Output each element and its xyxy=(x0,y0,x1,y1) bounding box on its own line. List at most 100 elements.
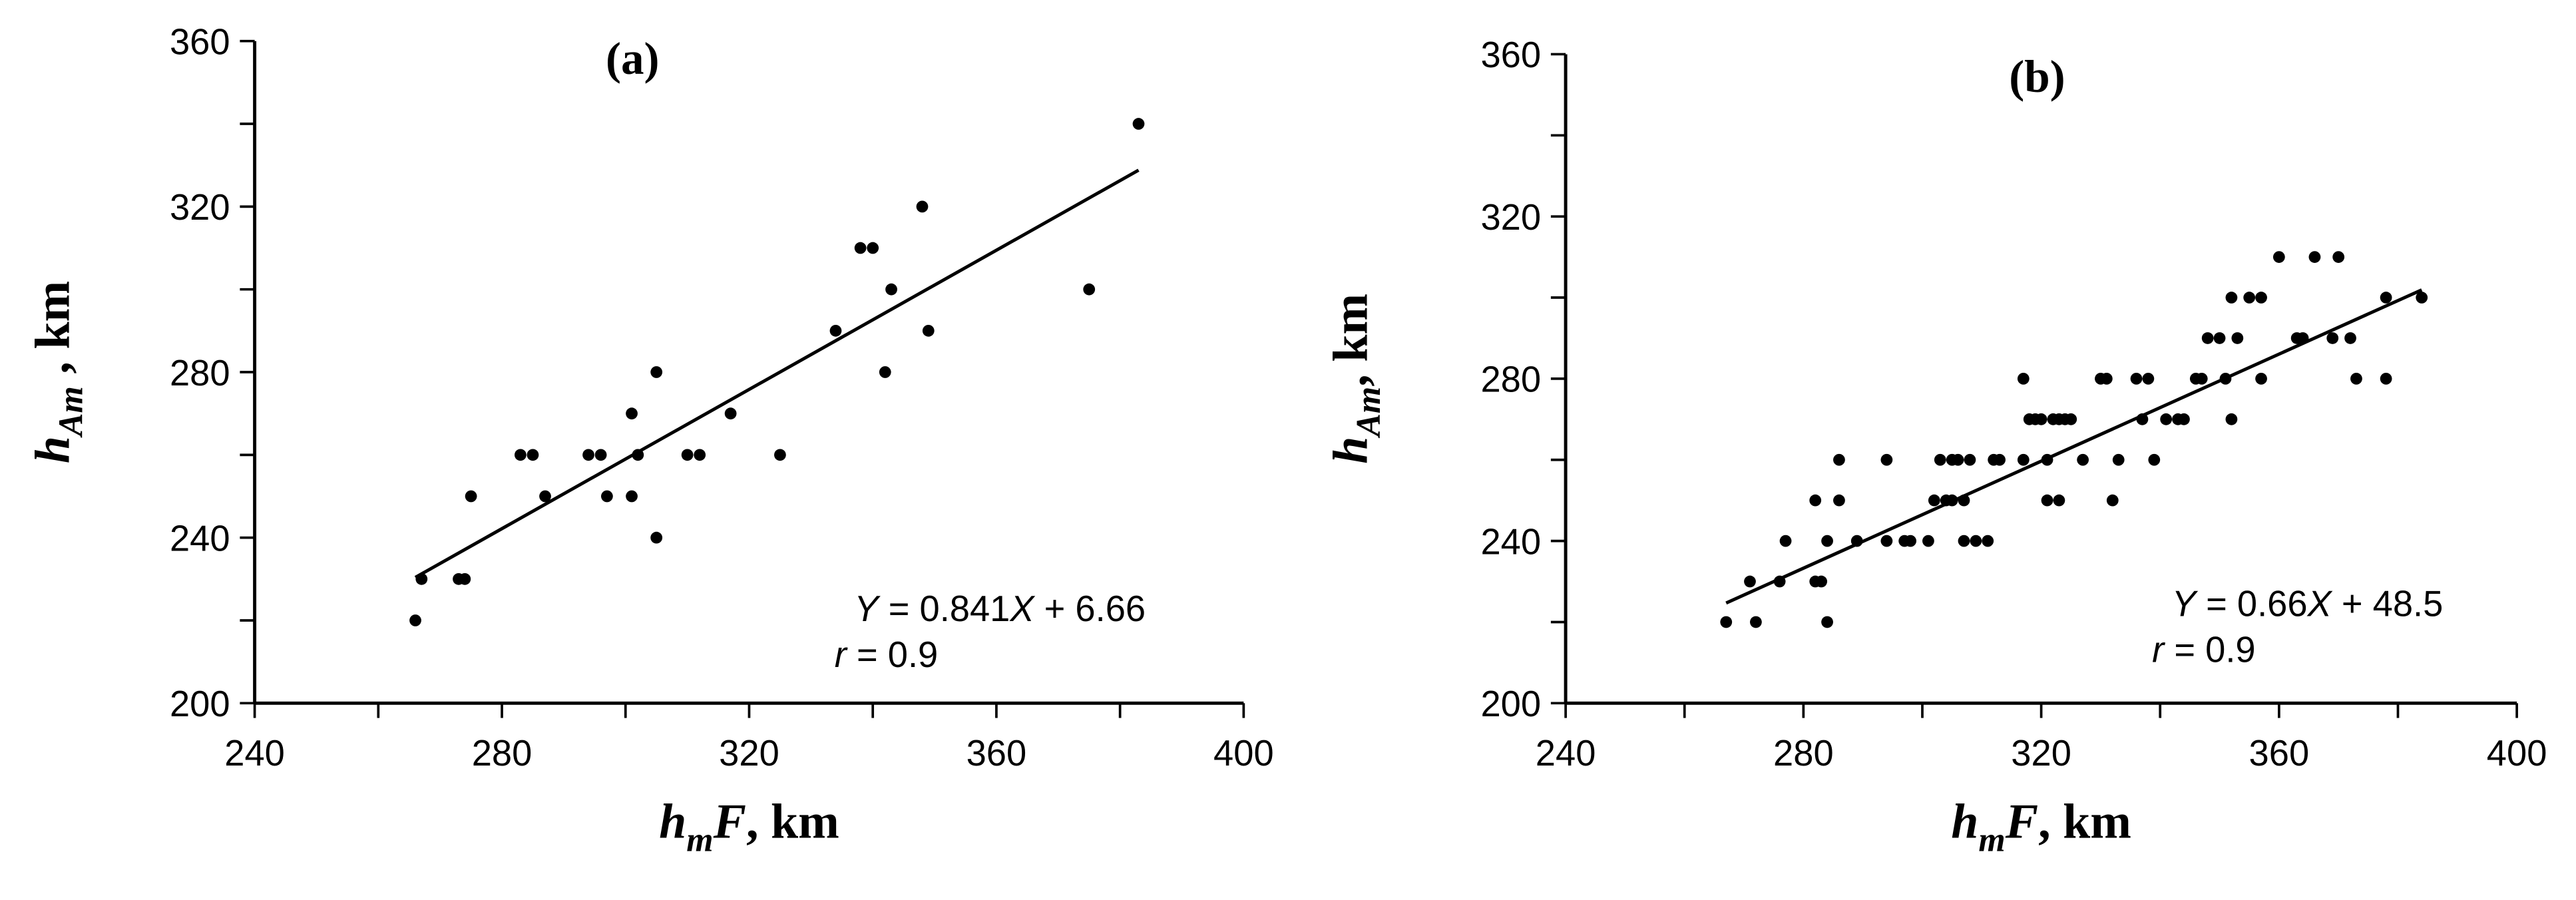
point xyxy=(632,449,644,461)
point xyxy=(1833,453,1845,466)
y-tick-label: 240 xyxy=(1481,521,1542,562)
point xyxy=(2130,373,2143,385)
point xyxy=(1922,535,1934,547)
x-label-part: F xyxy=(713,795,746,849)
point xyxy=(2243,292,2256,304)
point xyxy=(2350,373,2362,385)
correlation-part: r xyxy=(2152,630,2165,670)
point xyxy=(2142,373,2155,385)
point xyxy=(626,490,638,503)
point xyxy=(459,572,471,585)
point xyxy=(922,324,935,337)
equation-part: X xyxy=(2306,584,2333,624)
point xyxy=(2255,292,2267,304)
point xyxy=(1720,616,1733,628)
point xyxy=(1809,494,1822,507)
x-label-part: h xyxy=(659,795,686,849)
y-tick-label: 360 xyxy=(1481,35,1542,75)
point xyxy=(2416,292,2428,304)
y-tick-label: 320 xyxy=(1481,197,1542,238)
point xyxy=(2100,373,2113,385)
x-label-part: F xyxy=(2005,795,2038,849)
y-tick-label: 280 xyxy=(1481,359,1542,400)
point xyxy=(867,242,879,254)
equation: Y = 0.841X + 6.66 xyxy=(854,588,1146,629)
point xyxy=(1970,535,1982,547)
point xyxy=(1904,535,1916,547)
point xyxy=(650,366,663,378)
x-tick-label: 280 xyxy=(1773,733,1834,774)
x-tick-label: 400 xyxy=(1213,733,1274,774)
correlation-part: = 0.9 xyxy=(2164,630,2255,670)
point xyxy=(2255,373,2267,385)
point xyxy=(1958,494,1970,507)
point xyxy=(2219,373,2232,385)
y-label-part: , km xyxy=(26,281,81,386)
y-label-part: Am xyxy=(52,386,90,438)
point xyxy=(1946,494,1958,507)
correlation-part: = 0.9 xyxy=(847,634,938,675)
x-tick-label: 320 xyxy=(719,733,779,774)
point xyxy=(2201,332,2214,344)
y-label-part: , km xyxy=(1323,294,1378,387)
point xyxy=(2053,494,2065,507)
y-label-part: Am xyxy=(1350,387,1388,439)
point xyxy=(1132,118,1145,130)
point xyxy=(1952,453,1964,466)
point xyxy=(539,490,551,503)
point xyxy=(885,283,897,296)
x-tick-label: 240 xyxy=(1536,733,1596,774)
point xyxy=(465,490,477,503)
point xyxy=(916,200,929,213)
x-label-part: m xyxy=(686,821,713,859)
y-tick-label: 280 xyxy=(170,353,230,393)
y-axis-label: hAm, km xyxy=(1323,294,1388,464)
point xyxy=(2380,292,2392,304)
point xyxy=(879,366,891,378)
point xyxy=(2225,292,2238,304)
x-tick-label: 360 xyxy=(2249,733,2310,774)
point xyxy=(527,449,539,461)
y-tick-label: 200 xyxy=(1481,684,1542,724)
point xyxy=(1958,535,1970,547)
point xyxy=(2272,251,2285,263)
point xyxy=(1821,535,1833,547)
x-tick-label: 400 xyxy=(2487,733,2547,774)
point xyxy=(1880,453,1893,466)
equation-part: X xyxy=(1008,588,1035,629)
point xyxy=(582,449,594,461)
equation-part: + 48.5 xyxy=(2332,584,2444,624)
x-tick-label: 280 xyxy=(472,733,533,774)
point xyxy=(2041,453,2053,466)
point xyxy=(2148,453,2161,466)
point xyxy=(2160,413,2173,425)
point xyxy=(724,407,737,420)
point xyxy=(1773,575,1786,588)
equation-part: Y xyxy=(2172,584,2199,624)
correlation: r = 0.9 xyxy=(835,634,938,675)
x-label-part: h xyxy=(1951,795,1978,849)
x-label-part: m xyxy=(1978,821,2005,859)
point xyxy=(626,407,638,420)
point xyxy=(2195,373,2208,385)
point xyxy=(2344,332,2356,344)
point xyxy=(2112,453,2125,466)
point xyxy=(2065,413,2077,425)
equation-part: + 6.66 xyxy=(1034,588,1146,629)
point xyxy=(694,449,706,461)
y-tick-label: 240 xyxy=(170,518,230,559)
equation-part: Y xyxy=(854,588,881,629)
correlation: r = 0.9 xyxy=(2152,630,2255,670)
point xyxy=(1994,453,2006,466)
point xyxy=(2077,453,2089,466)
x-axis-label: hmF, km xyxy=(659,795,839,859)
point xyxy=(1744,575,1756,588)
point xyxy=(829,324,842,337)
point xyxy=(774,449,786,461)
x-tick-label: 360 xyxy=(966,733,1027,774)
point xyxy=(1880,535,1893,547)
x-label-part: , km xyxy=(2038,795,2131,849)
y-tick-label: 360 xyxy=(170,21,230,62)
